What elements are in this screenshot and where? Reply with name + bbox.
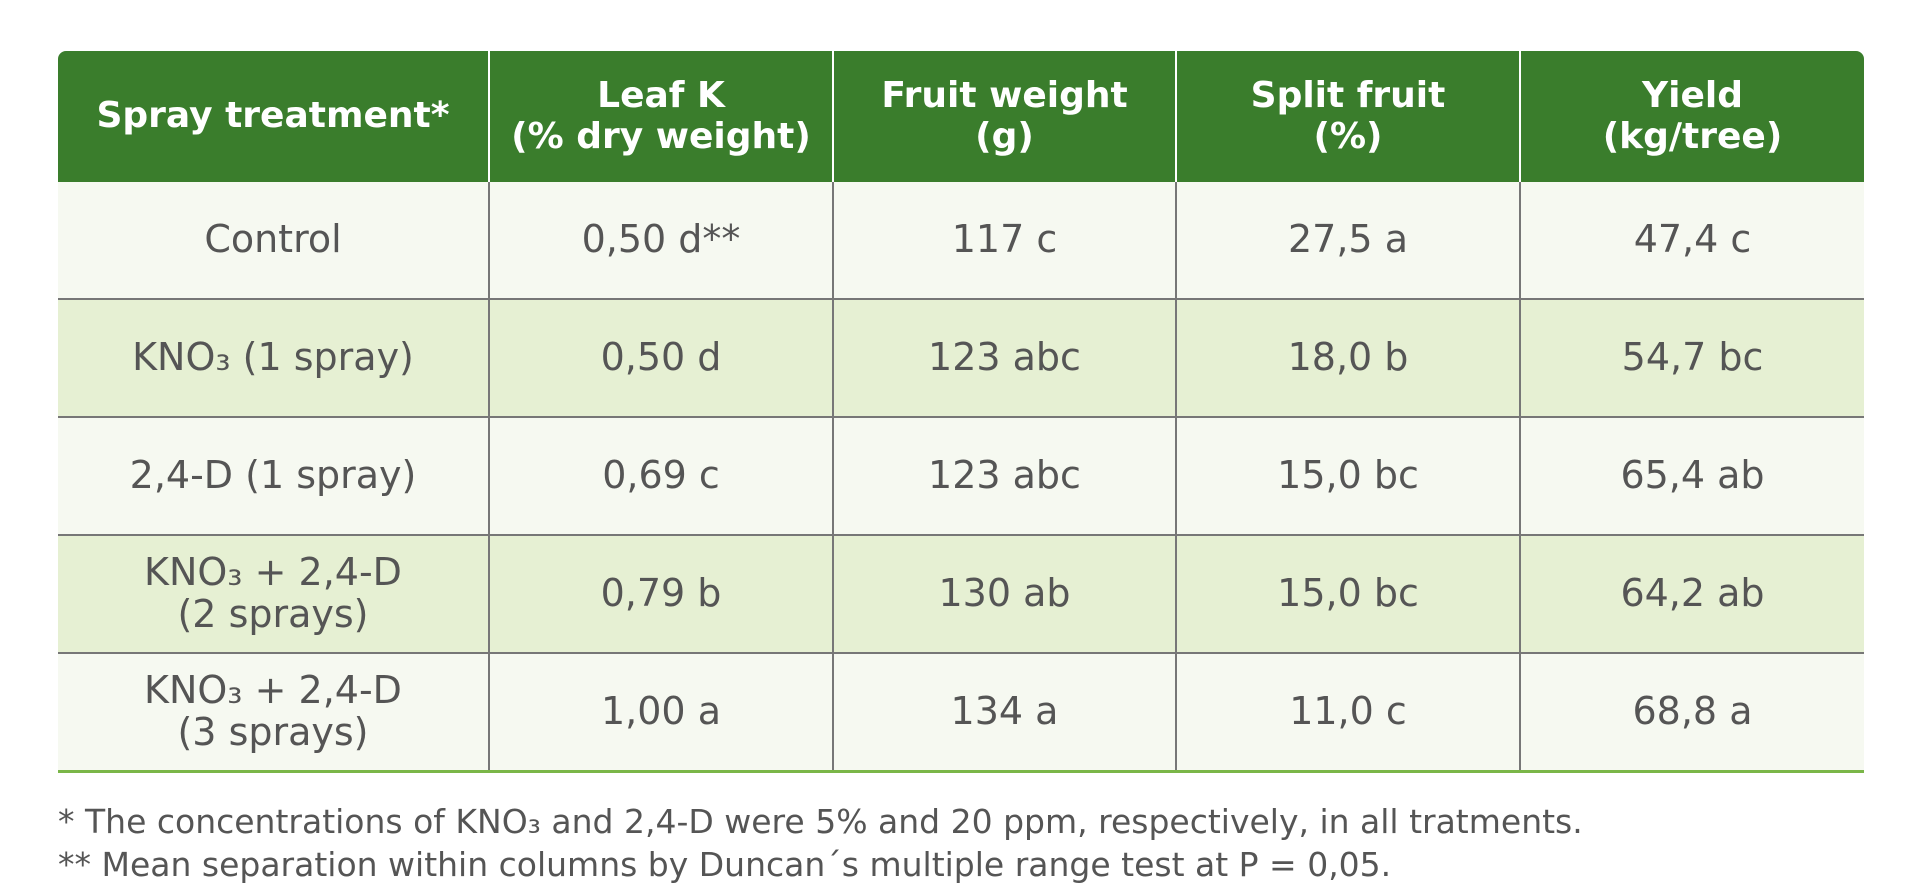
footnote: ** Mean separation within columns by Dun… [58, 845, 1392, 884]
table-container: Spray treatment* Leaf K (% dry weight) Fru… [58, 51, 1864, 773]
table-body: Control 0,50 d** 117 c 27,5 a 47,4 c KNO₃ (1 … [58, 182, 1864, 773]
column-header: Yield (kg/tree) [1519, 51, 1864, 182]
table-row: KNO₃ + 2,4-D (3 sprays) 1,00 a 134 a 11,0 c… [58, 652, 1864, 773]
table-cell: 47,4 c [1519, 182, 1864, 299]
table-cell: 15,0 bc [1175, 534, 1520, 653]
table-row: KNO₃ (1 spray) 0,50 d 123 abc 18,0 b 54,7 bc [58, 298, 1864, 417]
table-cell: 27,5 a [1175, 182, 1520, 299]
table-cell: 0,50 d** [488, 182, 833, 299]
table-cell: 130 ab [832, 534, 1176, 653]
table-cell: 1,00 a [488, 652, 833, 773]
column-header: Leaf K (% dry weight) [488, 51, 833, 182]
table-cell: 0,79 b [488, 534, 833, 653]
table-row: KNO₃ + 2,4-D (2 sprays) 0,79 b 130 ab 15,0 … [58, 534, 1864, 653]
footnote: * The concentrations of KNO₃ and 2,4-D w… [58, 802, 1583, 841]
table-cell: 65,4 ab [1519, 416, 1864, 535]
column-header: Fruit weight (g) [832, 51, 1176, 182]
table-cell: 64,2 ab [1519, 534, 1864, 653]
table-cell: KNO₃ (1 spray) [58, 298, 489, 417]
table-cell: 54,7 bc [1519, 298, 1864, 417]
table-cell: 117 c [832, 182, 1176, 299]
table-cell: 134 a [832, 652, 1176, 773]
column-header: Spray treatment* [58, 51, 489, 182]
table-cell: 123 abc [832, 416, 1176, 535]
table-cell: KNO₃ + 2,4-D (2 sprays) [58, 534, 489, 653]
header-row: Spray treatment* Leaf K (% dry weight) Fru… [58, 51, 1864, 182]
column-header: Split fruit (%) [1175, 51, 1520, 182]
table-cell: 11,0 c [1175, 652, 1520, 773]
table-cell: 18,0 b [1175, 298, 1520, 417]
table-cell: Control [58, 182, 489, 299]
results-table: Spray treatment* Leaf K (% dry weight) Fru… [58, 51, 1864, 773]
footnotes: * The concentrations of KNO₃ and 2,4-D w… [58, 800, 1583, 886]
table-cell: 0,50 d [488, 298, 833, 417]
table-row: Control 0,50 d** 117 c 27,5 a 47,4 c [58, 182, 1864, 299]
table-cell: 15,0 bc [1175, 416, 1520, 535]
table-cell: 0,69 c [488, 416, 833, 535]
table-cell: 2,4-D (1 spray) [58, 416, 489, 535]
table-cell: 123 abc [832, 298, 1176, 417]
table-cell: KNO₃ + 2,4-D (3 sprays) [58, 652, 489, 773]
table-cell: 68,8 a [1519, 652, 1864, 773]
table-row: 2,4-D (1 spray) 0,69 c 123 abc 15,0 bc 65,4 … [58, 416, 1864, 535]
